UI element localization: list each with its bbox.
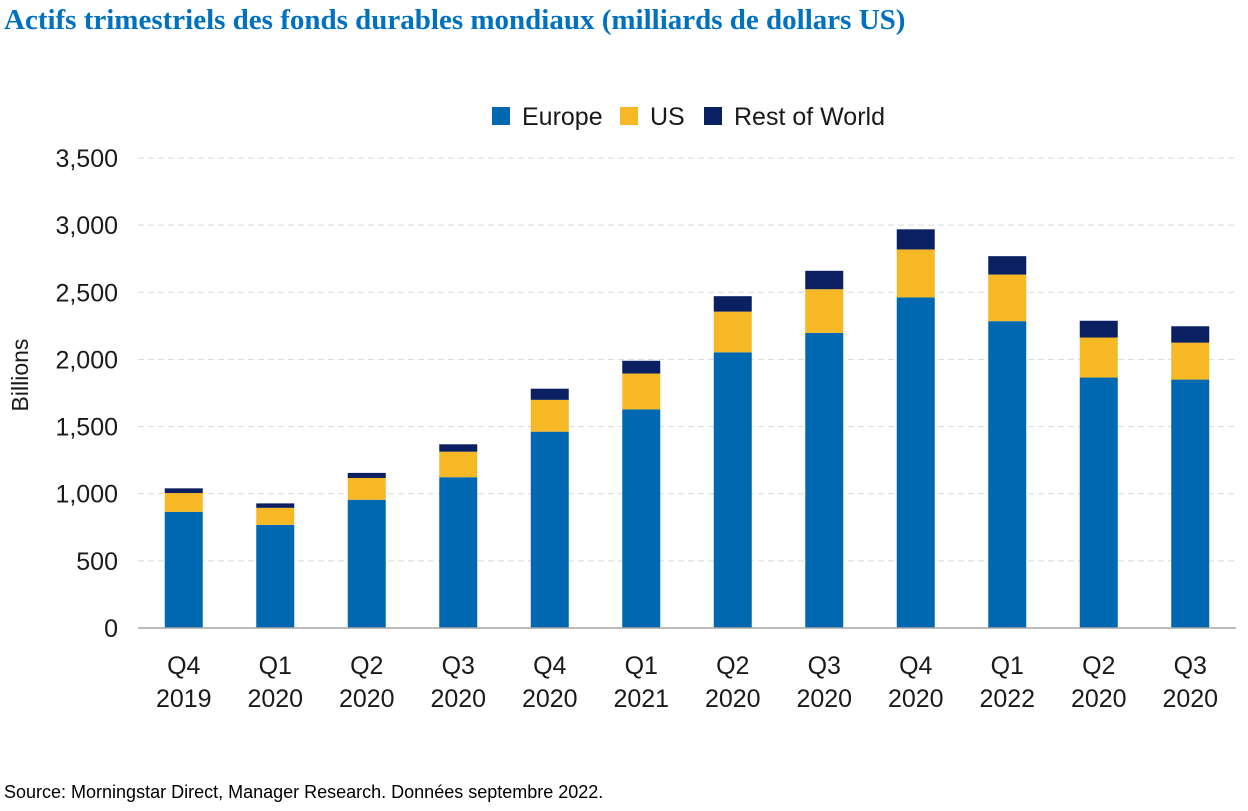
bar-segment-europe — [1079, 377, 1118, 628]
x-tick-label: Q3 2020 — [1162, 652, 1218, 713]
x-tick-label: Q1 2022 — [979, 652, 1035, 713]
legend-item-us: US — [620, 103, 685, 131]
legend-item-rest-of-world: Rest of World — [704, 103, 885, 131]
bar-segment-us — [1079, 337, 1118, 378]
x-tick-label: Q2 2020 — [1071, 652, 1127, 713]
legend: Europe US Rest of World — [492, 103, 885, 131]
bar-segment-europe — [896, 297, 935, 628]
bar-segment-rest-of-world — [713, 296, 752, 312]
bar-segment-us — [805, 289, 844, 333]
x-tick-label: Q1 2020 — [247, 652, 303, 713]
x-tick-label: Q1 2021 — [613, 652, 669, 713]
y-tick-label: 2,500 — [55, 279, 118, 307]
bar-segment-europe — [530, 431, 569, 628]
y-tick-label: 0 — [104, 615, 118, 643]
bar-segment-us — [622, 373, 661, 410]
bar-segment-europe — [164, 511, 203, 628]
bar-segment-europe — [805, 332, 844, 628]
bar-segment-europe — [347, 499, 386, 628]
y-tick-label: 1,500 — [55, 414, 118, 442]
y-tick-label: 2,000 — [55, 346, 118, 374]
bar-segment-us — [256, 507, 295, 525]
y-tick-label: 500 — [76, 548, 118, 576]
bar-segment-rest-of-world — [1079, 320, 1118, 338]
x-tick-label: Q4 2019 — [156, 652, 212, 713]
source-note: Source: Morningstar Direct, Manager Rese… — [4, 782, 604, 802]
legend-swatch — [620, 107, 638, 125]
legend-label: Rest of World — [734, 103, 885, 131]
x-tick-label: Q3 2020 — [796, 652, 852, 713]
bar-segment-rest-of-world — [347, 472, 386, 479]
bar-segment-rest-of-world — [256, 503, 295, 508]
legend-swatch — [492, 107, 510, 125]
legend-item-europe: Europe — [492, 103, 603, 131]
bar-segment-rest-of-world — [1171, 326, 1210, 343]
y-tick-label: 3,000 — [55, 212, 118, 240]
gridlines — [138, 157, 1236, 562]
bar-segment-rest-of-world — [805, 270, 844, 290]
y-axis-tick-labels: 0 500 1,000 1,500 2,000 2,500 3,000 3,500 — [55, 145, 118, 643]
x-tick-label: Q4 2020 — [522, 652, 578, 713]
bar-segment-us — [1171, 342, 1210, 380]
bar-segment-rest-of-world — [988, 256, 1027, 275]
bar-segment-europe — [439, 477, 478, 628]
x-tick-label: Q2 2020 — [705, 652, 761, 713]
x-axis-tick-labels: Q4 2019 Q1 2020 Q2 2020 Q3 2020 Q4 2020 Q1 2021 Q2 20… — [156, 652, 1218, 713]
legend-label: Europe — [522, 103, 603, 131]
y-tick-label: 3,500 — [55, 145, 118, 173]
bar-segment-us — [347, 478, 386, 500]
x-tick-label: Q4 2020 — [888, 652, 944, 713]
legend-label: US — [650, 103, 685, 131]
bar-segment-us — [164, 493, 203, 512]
bar-segment-us — [988, 274, 1027, 322]
bar-segment-europe — [988, 321, 1027, 628]
bar-segment-rest-of-world — [896, 229, 935, 250]
y-tick-label: 1,000 — [55, 481, 118, 509]
bars — [164, 229, 1210, 628]
bar-segment-us — [896, 249, 935, 298]
bar-segment-rest-of-world — [439, 444, 478, 452]
x-tick-label: Q2 2020 — [339, 652, 395, 713]
bar-segment-europe — [1171, 379, 1210, 628]
bar-segment-us — [713, 311, 752, 353]
page-title: Actifs trimestriels des fonds durables m… — [4, 4, 906, 36]
bar-segment-rest-of-world — [164, 488, 203, 494]
x-tick-label: Q3 2020 — [430, 652, 486, 713]
bar-segment-rest-of-world — [530, 388, 569, 400]
bar-segment-europe — [622, 409, 661, 628]
bar-segment-europe — [713, 352, 752, 628]
legend-swatch — [704, 107, 722, 125]
bar-segment-us — [530, 399, 569, 432]
bar-segment-rest-of-world — [622, 360, 661, 374]
bar-segment-us — [439, 451, 478, 478]
bar-segment-europe — [256, 524, 295, 628]
y-axis-label: Billions — [7, 339, 33, 412]
